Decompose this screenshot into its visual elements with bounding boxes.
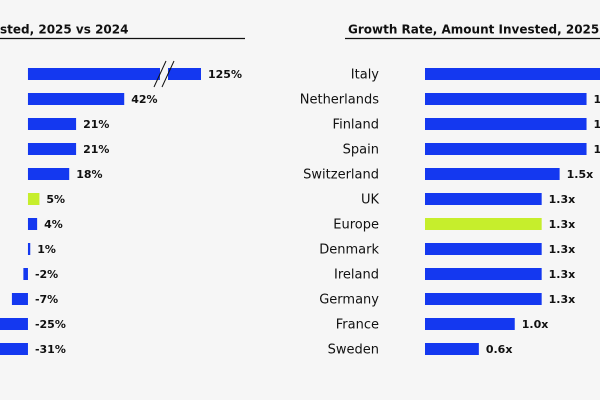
value-label: -2% bbox=[35, 268, 58, 281]
bar bbox=[0, 343, 28, 355]
value-label: 4% bbox=[44, 218, 63, 231]
value-label: 1.3x bbox=[549, 293, 576, 306]
value-label: 125% bbox=[208, 68, 242, 81]
value-label: 21% bbox=[83, 143, 109, 156]
bar bbox=[27, 68, 202, 80]
bar bbox=[425, 143, 587, 155]
category-label: Finland bbox=[333, 118, 379, 133]
value-label: 1.5x bbox=[567, 168, 594, 181]
value-label: -25% bbox=[35, 318, 66, 331]
bar bbox=[11, 293, 28, 305]
bar bbox=[27, 218, 38, 230]
bar bbox=[425, 293, 542, 305]
value-label: 5% bbox=[46, 193, 65, 206]
bar bbox=[425, 218, 542, 230]
value-label: 1.3x bbox=[549, 243, 576, 256]
value-label: 1.8x bbox=[594, 93, 600, 106]
bar bbox=[425, 193, 542, 205]
chart-title: sted, 2025 vs 2024 bbox=[0, 23, 128, 37]
bar bbox=[425, 168, 560, 180]
value-label: 1.8x bbox=[594, 143, 600, 156]
chart-title: Growth Rate, Amount Invested, 2025 vs 20 bbox=[348, 23, 600, 37]
value-label: 1% bbox=[37, 243, 56, 256]
category-label: Italy bbox=[351, 68, 380, 83]
category-label: UK bbox=[361, 193, 380, 208]
value-label: 1.3x bbox=[549, 218, 576, 231]
value-label: 21% bbox=[83, 118, 109, 131]
bar bbox=[27, 193, 40, 205]
category-label: Spain bbox=[343, 143, 379, 158]
bar bbox=[425, 118, 587, 130]
value-label: 0.6x bbox=[486, 343, 513, 356]
bar bbox=[27, 143, 77, 155]
category-label: Switzerland bbox=[303, 168, 379, 183]
category-label: Germany bbox=[319, 293, 379, 308]
category-label: France bbox=[336, 318, 379, 333]
bar bbox=[425, 268, 542, 280]
value-label: 1.8x bbox=[594, 118, 600, 131]
value-label: 1.3x bbox=[549, 193, 576, 206]
category-label: Ireland bbox=[334, 268, 379, 283]
value-label: -7% bbox=[35, 293, 58, 306]
category-label: Europe bbox=[333, 218, 379, 233]
bar bbox=[425, 243, 542, 255]
bar bbox=[27, 168, 70, 180]
value-label: 18% bbox=[76, 168, 102, 181]
value-label: 1.0x bbox=[522, 318, 549, 331]
bar bbox=[425, 93, 587, 105]
value-label: 1.3x bbox=[549, 268, 576, 281]
bar bbox=[27, 243, 31, 255]
bar bbox=[0, 318, 28, 330]
axis-break-mark bbox=[153, 60, 167, 88]
bar bbox=[23, 268, 28, 280]
axis-break-mark bbox=[161, 60, 175, 88]
bar bbox=[27, 118, 77, 130]
category-label: Netherlands bbox=[300, 93, 379, 108]
value-label: 42% bbox=[131, 93, 157, 106]
category-label: Denmark bbox=[319, 243, 379, 258]
bar bbox=[425, 68, 600, 80]
axis-break-gap bbox=[160, 67, 168, 81]
bar bbox=[27, 93, 125, 105]
bar bbox=[425, 318, 515, 330]
bar bbox=[425, 343, 479, 355]
value-label: -31% bbox=[35, 343, 66, 356]
category-label: Sweden bbox=[328, 343, 379, 358]
